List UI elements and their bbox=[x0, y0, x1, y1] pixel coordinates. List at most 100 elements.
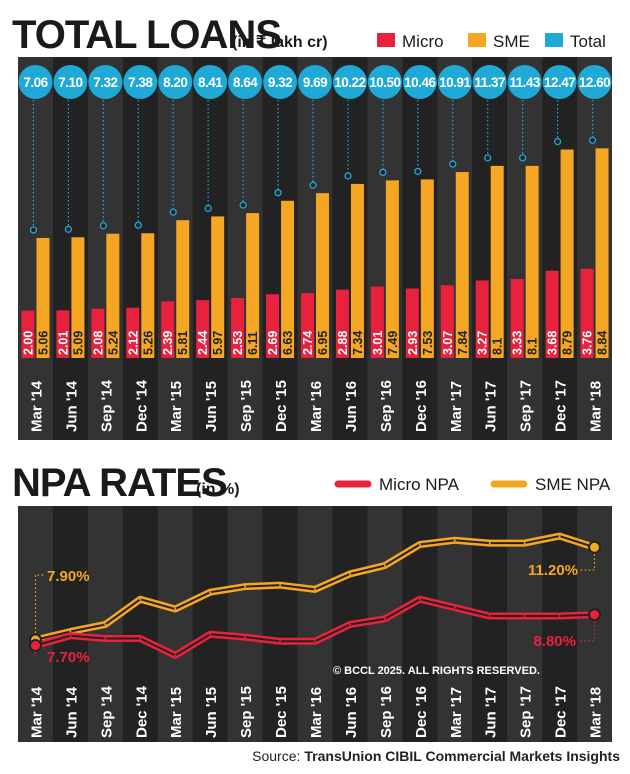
total-dot bbox=[449, 160, 457, 168]
x-tick-label: Dec '17 bbox=[553, 380, 570, 432]
loans-chart: 2.00 5.06 7.06 Mar '14 2.01 5.09 7.10 Jun '14 2.… bbox=[18, 65, 612, 432]
bar-sme bbox=[350, 183, 364, 358]
loans-subtitle: (in ₹ lakh cr) bbox=[232, 34, 328, 51]
total-bubble bbox=[472, 65, 507, 99]
total-bubble bbox=[53, 65, 88, 99]
sme-npa-point bbox=[174, 608, 177, 611]
sme-npa-point bbox=[139, 598, 142, 601]
source-label: Source: bbox=[252, 748, 301, 764]
bar-label-micro: 2.69 bbox=[266, 331, 280, 355]
x-tick-label: Mar '18 bbox=[588, 381, 605, 432]
x-tick-label: Sep '15 bbox=[238, 380, 255, 432]
npa-subtitle: (in %) bbox=[196, 481, 240, 498]
x-tick-label: Sep '14 bbox=[98, 379, 115, 432]
annotation-sme-end: 11.20% bbox=[528, 562, 578, 579]
x-tick-label: Jun '17 bbox=[483, 687, 500, 738]
x-tick-label: Jun '14 bbox=[63, 380, 80, 432]
bar-label-micro: 3.33 bbox=[511, 331, 525, 355]
bar-micro bbox=[91, 308, 105, 358]
bar-micro bbox=[545, 270, 559, 358]
bar-micro bbox=[56, 310, 70, 358]
total-value-label: 10.50 bbox=[369, 75, 400, 90]
legend-label-sme-npa: SME NPA bbox=[535, 475, 611, 494]
source-footer: Source: TransUnion CIBIL Commercial Marke… bbox=[252, 748, 620, 764]
bar-sme bbox=[281, 200, 295, 358]
x-tick-label: Dec '15 bbox=[273, 686, 290, 738]
bar-sme bbox=[490, 165, 504, 358]
bar-label-sme: 5.24 bbox=[106, 331, 120, 355]
bar-sme bbox=[595, 148, 609, 358]
bar-label-micro: 2.74 bbox=[301, 331, 315, 355]
x-tick-label: Sep '16 bbox=[378, 380, 395, 432]
sme-npa-point bbox=[488, 542, 491, 545]
bar-sme bbox=[36, 238, 50, 358]
total-dot bbox=[64, 225, 73, 233]
bar-micro bbox=[580, 268, 594, 358]
total-dot bbox=[414, 167, 422, 176]
bar-sme bbox=[560, 149, 574, 358]
micro-npa-point bbox=[383, 617, 386, 620]
bar-micro bbox=[370, 286, 384, 358]
x-tick-label: Dec '14 bbox=[133, 685, 150, 738]
x-tick-label: Mar '17 bbox=[448, 687, 465, 738]
sme-npa-point bbox=[244, 585, 247, 588]
bar-micro bbox=[161, 301, 175, 358]
bar-micro bbox=[21, 310, 35, 358]
total-dot bbox=[484, 154, 492, 162]
bar-label-micro: 3.01 bbox=[371, 331, 385, 355]
total-dot bbox=[309, 181, 317, 189]
total-dot bbox=[379, 168, 387, 177]
bar-sme bbox=[106, 233, 120, 358]
legend-swatch-sme bbox=[468, 33, 486, 47]
x-tick-label: Dec '15 bbox=[273, 380, 290, 432]
bar-sme bbox=[316, 193, 329, 358]
micro-npa-point bbox=[69, 634, 72, 637]
total-dot bbox=[518, 154, 527, 162]
endpoint-marker bbox=[588, 540, 602, 554]
total-dot bbox=[588, 136, 597, 145]
sme-npa-point bbox=[418, 543, 421, 546]
bar-micro bbox=[266, 294, 280, 358]
sme-npa-point bbox=[558, 535, 561, 538]
total-bubble bbox=[437, 65, 472, 99]
x-tick-label: Dec '17 bbox=[553, 686, 570, 738]
total-value-label: 7.10 bbox=[58, 75, 82, 90]
npa-chart: 7.90% 7.70% 11.20% 8.80% Mar '14 Jun '14 Sep '… bbox=[28, 532, 605, 738]
bar-micro bbox=[196, 300, 210, 358]
bar-label-micro: 2.01 bbox=[56, 331, 70, 355]
micro-npa-point bbox=[348, 623, 351, 626]
total-value-label: 10.91 bbox=[439, 75, 471, 90]
total-value-label: 11.37 bbox=[474, 75, 505, 90]
bar-label-micro: 3.07 bbox=[441, 331, 455, 355]
total-bubble bbox=[332, 65, 367, 99]
total-bubble bbox=[158, 65, 193, 99]
bar-sme bbox=[385, 180, 399, 358]
bar-micro bbox=[475, 280, 489, 358]
npa-stripe bbox=[157, 506, 193, 742]
bar-label-sme: 5.26 bbox=[141, 331, 155, 355]
x-tick-label: Jun '16 bbox=[343, 687, 360, 738]
micro-npa-point bbox=[209, 633, 212, 636]
bar-micro bbox=[231, 298, 245, 358]
x-tick-label: Mar '14 bbox=[28, 380, 45, 432]
total-bubble bbox=[367, 65, 402, 99]
total-value-label: 12.47 bbox=[544, 75, 575, 90]
total-bubble bbox=[298, 65, 332, 99]
bar-micro bbox=[335, 289, 349, 358]
source-name: TransUnion CIBIL Commercial Markets Insi… bbox=[304, 748, 620, 764]
total-bubble bbox=[18, 65, 53, 99]
total-bubble bbox=[507, 65, 542, 99]
loans-title: TOTAL LOANS bbox=[12, 13, 281, 57]
micro-npa-point bbox=[104, 637, 107, 640]
total-dot bbox=[344, 172, 352, 180]
total-dot bbox=[169, 208, 177, 216]
bar-label-sme: 6.11 bbox=[246, 331, 260, 355]
total-value-label: 11.43 bbox=[509, 75, 541, 90]
micro-npa-point bbox=[174, 654, 177, 657]
legend-label-micro: Micro bbox=[402, 32, 444, 51]
bar-label-sme: 5.97 bbox=[211, 331, 225, 355]
npa-title: NPA RATES bbox=[12, 461, 227, 505]
sme-npa-point bbox=[209, 591, 212, 594]
bar-label-sme: 8.1 bbox=[491, 338, 505, 355]
